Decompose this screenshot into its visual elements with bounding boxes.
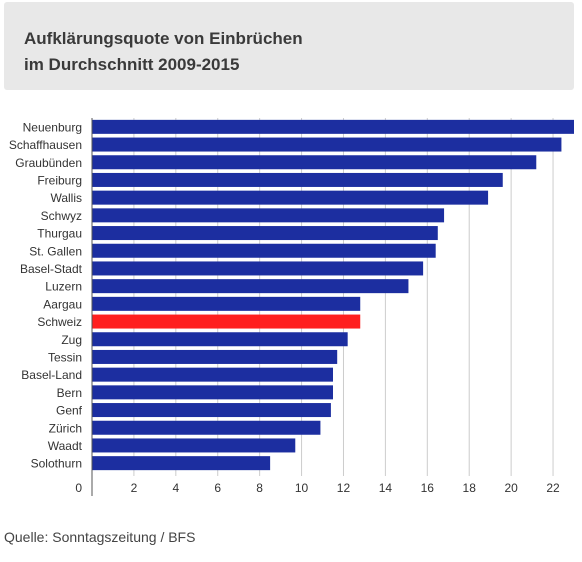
category-label: Luzern: [45, 280, 82, 294]
bar: [92, 367, 333, 382]
bar: [92, 137, 562, 152]
category-label: Genf: [56, 404, 83, 418]
category-label: Solothurn: [31, 457, 82, 471]
category-label: Aargau: [43, 297, 82, 311]
bar: [92, 332, 348, 347]
bar: [92, 190, 489, 205]
category-label: St. Gallen: [29, 244, 82, 258]
source-note: Quelle: Sonntagszeitung / BFS: [4, 529, 196, 545]
x-tick-label: 2: [131, 481, 138, 495]
x-tick-label: 12: [337, 481, 351, 495]
category-label: Basel-Land: [21, 368, 82, 382]
category-label: Waadt: [48, 439, 83, 453]
bar: [92, 261, 424, 276]
x-tick-label: 6: [214, 481, 221, 495]
bar: [92, 119, 574, 134]
category-label: Thurgau: [37, 227, 82, 241]
bar: [92, 349, 338, 364]
bar: [92, 403, 331, 418]
chart-title-line-2: im Durchschnitt 2009-2015: [24, 55, 240, 74]
category-label: Neuenburg: [23, 120, 82, 134]
bar-chart: Neuenburg Schaffhausen Graubünden Freiburg W…: [9, 118, 574, 496]
category-label: Freiburg: [37, 173, 82, 187]
x-tick-label: 22: [546, 481, 560, 495]
category-label: Zug: [61, 333, 82, 347]
x-tick-label: 0: [75, 481, 82, 495]
bar: [92, 420, 321, 435]
x-tick-label: 20: [504, 481, 518, 495]
bar: [92, 172, 503, 187]
bar: [92, 226, 438, 241]
x-tick-label: 16: [421, 481, 435, 495]
x-tick-label: 18: [463, 481, 477, 495]
category-label: Wallis: [50, 191, 82, 205]
category-label: Tessin: [48, 350, 82, 364]
x-tick-label: 10: [295, 481, 309, 495]
bar-highlight: [92, 314, 361, 329]
category-label: Schwyz: [41, 209, 82, 223]
category-label: Schweiz: [37, 315, 82, 329]
category-label: Basel-Stadt: [20, 262, 83, 276]
bar: [92, 296, 361, 311]
bar: [92, 385, 333, 400]
category-label: Schaffhausen: [9, 138, 82, 152]
x-tick-label: 4: [172, 481, 179, 495]
x-tick-label: 14: [379, 481, 393, 495]
bar: [92, 208, 445, 223]
bar: [92, 438, 296, 453]
bar: [92, 243, 436, 258]
title-box: Aufklärungsquote von Einbrüchen im Durch…: [4, 2, 574, 90]
category-label: Bern: [57, 386, 82, 400]
category-label: Graubünden: [15, 156, 82, 170]
x-tick-label: 8: [256, 481, 263, 495]
bar: [92, 456, 271, 471]
bar: [92, 279, 409, 294]
category-label: Zürich: [49, 421, 82, 435]
chart-title-line-1: Aufklärungsquote von Einbrüchen: [24, 29, 303, 48]
bar: [92, 155, 537, 170]
